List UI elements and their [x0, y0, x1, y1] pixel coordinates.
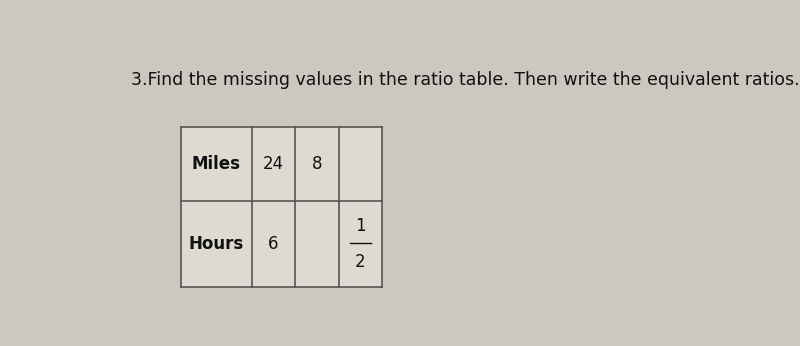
Bar — [181, 201, 252, 286]
Text: 3.Find the missing values in the ratio table. Then write the equivalent ratios.: 3.Find the missing values in the ratio t… — [131, 72, 800, 90]
Bar — [338, 201, 382, 286]
Text: Hours: Hours — [189, 235, 244, 253]
Text: 6: 6 — [268, 235, 279, 253]
Bar — [295, 201, 338, 286]
Bar — [252, 201, 295, 286]
Bar — [252, 127, 295, 201]
Text: 1: 1 — [355, 217, 366, 235]
Bar — [295, 127, 338, 201]
Text: Miles: Miles — [192, 155, 241, 173]
Text: 2: 2 — [355, 253, 366, 271]
Bar — [338, 127, 382, 201]
Bar — [181, 127, 252, 201]
Text: 24: 24 — [263, 155, 284, 173]
Text: 8: 8 — [312, 155, 322, 173]
